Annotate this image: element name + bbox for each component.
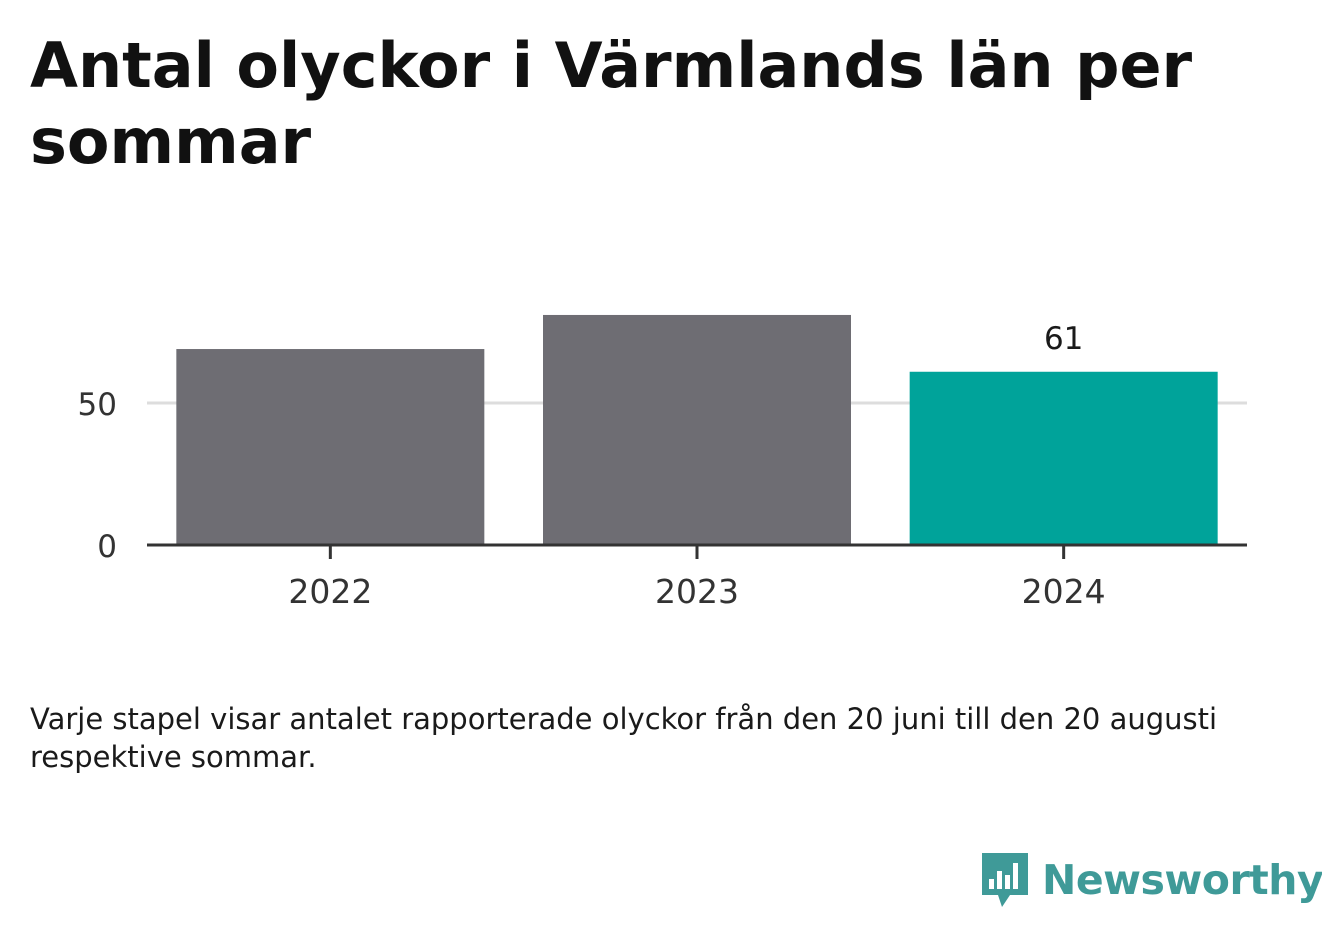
x-tick-label: 2022	[288, 572, 372, 611]
brand-name: Newsworthy	[1042, 856, 1322, 904]
newsworthy-logo-icon	[982, 853, 1028, 907]
x-axis	[147, 543, 1247, 559]
chart-note: Varje stapel visar antalet rapporterade …	[30, 702, 1218, 774]
bars	[176, 314, 1218, 545]
y-tick-label: 0	[97, 529, 117, 565]
bar-2022	[176, 349, 485, 545]
newsworthy-logo: Newsworthy	[980, 848, 1322, 912]
bar-2023	[543, 314, 851, 545]
bar-2024	[909, 371, 1218, 545]
x-tick-label: 2023	[655, 572, 739, 611]
data-label: 61	[1044, 321, 1083, 357]
x-tick-label: 2024	[1022, 572, 1106, 611]
chart-title: Antal olyckor i Värmlands län per sommar	[30, 29, 1193, 178]
y-tick-label: 50	[78, 387, 117, 423]
labels: 0 50 2022 2023 61 2024	[78, 321, 1106, 611]
